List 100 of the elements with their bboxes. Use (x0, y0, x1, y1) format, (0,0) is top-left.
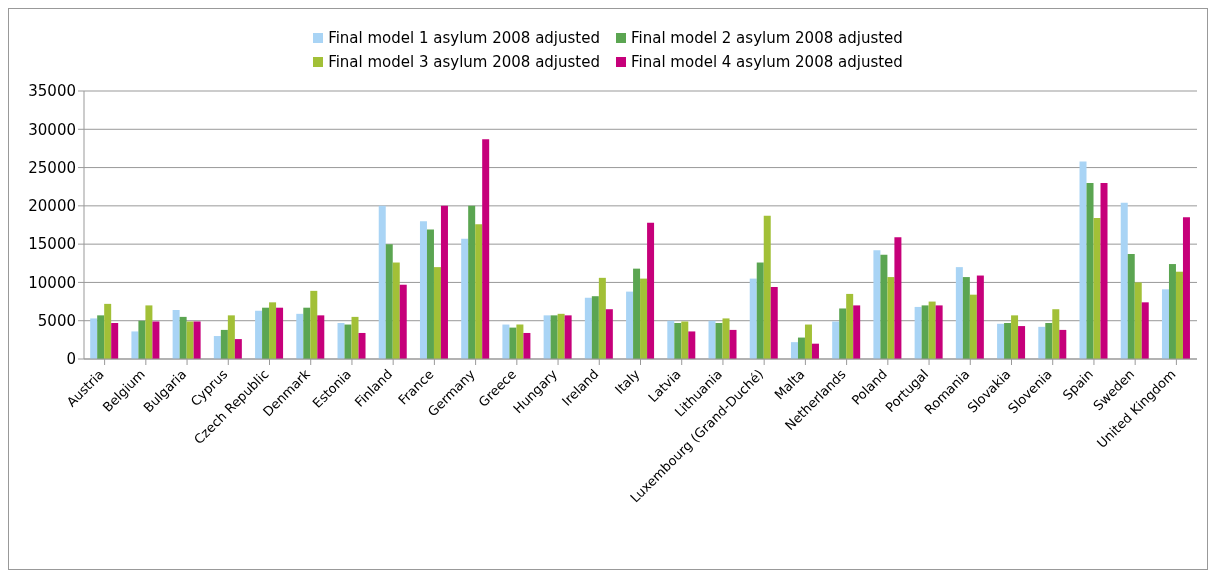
legend-label: Final model 1 asylum 2008 adjusted (328, 29, 600, 47)
bar (722, 318, 730, 359)
bar (598, 277, 606, 359)
bar (969, 294, 977, 359)
bar (647, 222, 655, 359)
bar (770, 287, 778, 359)
bar (193, 321, 201, 359)
bar (853, 305, 861, 359)
bar (97, 315, 105, 359)
bar (935, 305, 943, 359)
bar (839, 308, 847, 359)
bar (914, 306, 922, 359)
bar (317, 315, 325, 359)
bar (385, 244, 393, 359)
bar (1086, 182, 1094, 359)
bar (962, 277, 970, 359)
bar (502, 324, 510, 359)
bar (763, 215, 771, 359)
bar (708, 320, 716, 359)
bar (811, 343, 819, 359)
bar (310, 290, 318, 359)
legend-label: Final model 2 asylum 2008 adjusted (631, 29, 903, 47)
bar (1004, 323, 1012, 359)
bar (729, 329, 737, 359)
bar (873, 250, 881, 359)
bar (1168, 264, 1176, 359)
bar (557, 313, 565, 359)
bar (419, 221, 427, 359)
y-tick-label: 5000 (37, 312, 76, 331)
bar (152, 321, 160, 359)
bar (976, 275, 984, 359)
bar (179, 316, 187, 359)
bar (262, 307, 270, 359)
bar (276, 307, 284, 359)
bar (887, 277, 895, 359)
bar (1127, 254, 1135, 359)
bar (715, 323, 723, 359)
bar (1175, 271, 1183, 359)
bar (1182, 217, 1190, 359)
bar (1079, 161, 1087, 359)
legend-label: Final model 3 asylum 2008 adjusted (328, 53, 600, 71)
bar (131, 331, 139, 359)
bar (269, 302, 277, 359)
bar (516, 324, 524, 359)
bar (1141, 302, 1149, 359)
bar (399, 284, 407, 359)
bar (475, 224, 483, 359)
bar (392, 262, 400, 359)
bar (1134, 282, 1142, 359)
bar (351, 316, 359, 359)
bar (426, 229, 434, 359)
legend-label: Final model 4 asylum 2008 adjusted (631, 53, 903, 71)
bar (749, 278, 757, 359)
bar (543, 315, 551, 359)
bar (564, 315, 572, 359)
y-tick-label: 0 (66, 350, 76, 369)
bar (928, 301, 936, 359)
bar (804, 324, 812, 359)
bar (358, 332, 366, 359)
bar (1093, 218, 1101, 359)
y-tick-label: 30000 (28, 120, 76, 139)
bar (832, 321, 840, 359)
bar (186, 321, 194, 359)
bar (584, 297, 592, 359)
bar (880, 254, 888, 359)
bar (90, 318, 98, 359)
y-tick-label: 35000 (28, 82, 76, 101)
bar (138, 320, 146, 359)
y-tick-label: 15000 (28, 235, 76, 254)
bar (605, 309, 613, 359)
bar (626, 291, 634, 359)
bar (688, 331, 696, 359)
bar (296, 313, 304, 359)
bar (1045, 323, 1053, 359)
y-tick-label: 25000 (28, 158, 76, 177)
bar (667, 320, 675, 359)
bar (337, 323, 345, 359)
bar (955, 267, 963, 359)
bar (894, 237, 902, 359)
y-tick-label: 20000 (28, 197, 76, 216)
bar (433, 267, 441, 359)
bar (921, 305, 929, 359)
bar (681, 321, 689, 359)
bar (1059, 329, 1067, 359)
bar (234, 339, 242, 359)
bar (255, 310, 263, 359)
bar (344, 324, 352, 359)
bar (1011, 315, 1019, 359)
bar (482, 139, 490, 359)
bar (550, 315, 558, 359)
bar (378, 205, 386, 359)
bar (1161, 289, 1169, 359)
bar (145, 305, 153, 359)
bar (997, 323, 1005, 359)
bar (111, 323, 119, 359)
bar (468, 205, 476, 359)
bar (461, 238, 469, 359)
bar (1120, 202, 1128, 359)
bar (633, 268, 641, 359)
bar (790, 342, 798, 359)
